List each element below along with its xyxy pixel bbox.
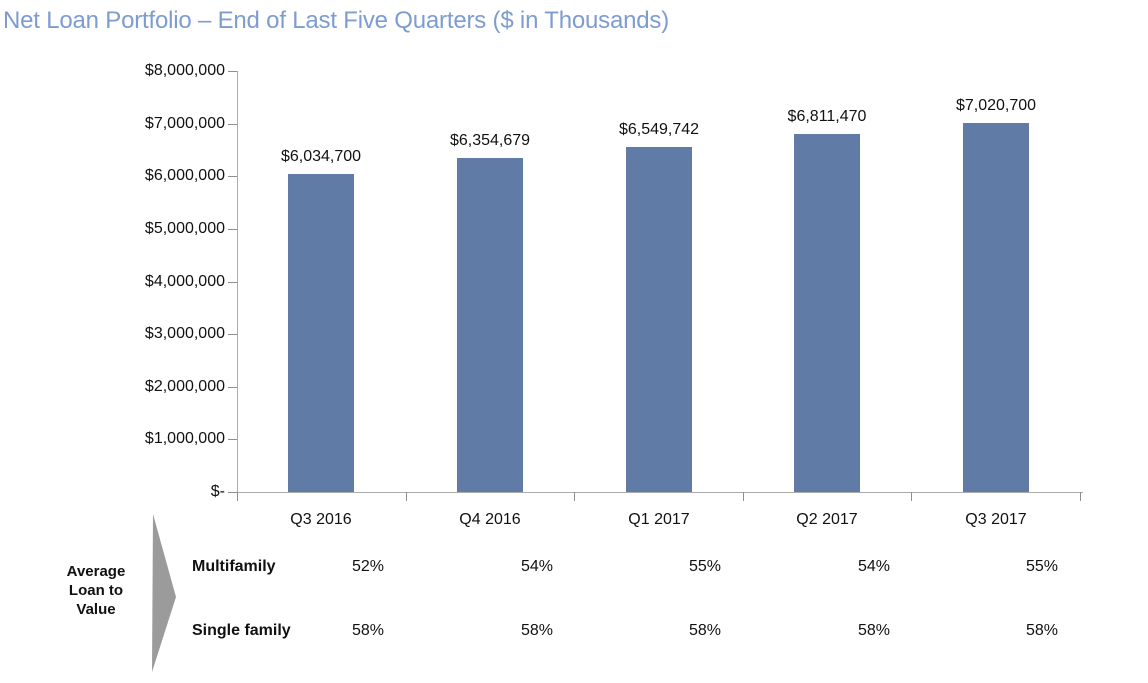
x-axis-label: Q3 2016 <box>290 511 352 528</box>
x-axis-tick <box>574 492 576 501</box>
y-axis-tick <box>228 492 237 493</box>
bar-value-label: $7,020,700 <box>955 97 1037 114</box>
bar-value-label: $6,034,700 <box>280 148 362 165</box>
bar <box>626 147 692 492</box>
ltv-arrow-label-line1: Average <box>66 563 126 580</box>
chart-title: Net Loan Portfolio – End of Last Five Qu… <box>3 7 669 34</box>
bar <box>457 158 523 492</box>
y-axis-label: $2,000,000 <box>144 377 225 395</box>
ltv-arrow-label: Average Loan to Value <box>34 562 158 619</box>
x-axis-label: Q1 2017 <box>628 511 690 528</box>
ltv-row-label-single-family: Single family <box>192 622 291 639</box>
x-axis-tick <box>911 492 913 501</box>
bar <box>963 123 1029 492</box>
y-axis-label: $4,000,000 <box>144 272 225 290</box>
y-axis-tick <box>228 386 237 388</box>
y-axis-tick <box>228 334 237 336</box>
y-axis-label: $8,000,000 <box>144 62 225 79</box>
x-axis-label: Q4 2016 <box>459 511 521 528</box>
y-axis-label: $6,000,000 <box>144 167 225 185</box>
bar <box>794 134 860 492</box>
x-axis-label: Q3 2017 <box>965 511 1027 528</box>
right-arrow-icon <box>152 514 176 672</box>
x-axis-line <box>237 492 1083 493</box>
ltv-percent-cell: 58% <box>520 622 553 639</box>
y-axis-line <box>237 71 238 492</box>
x-axis-tick <box>237 492 238 501</box>
ltv-percent-cell: 58% <box>351 622 384 639</box>
y-axis-tick <box>228 176 237 178</box>
ltv-percent-cell: 55% <box>688 558 721 575</box>
x-axis-tick <box>405 492 407 501</box>
x-axis-tick <box>1080 492 1081 501</box>
ltv-percent-cell: 52% <box>351 558 384 575</box>
y-axis-label: $3,000,000 <box>144 325 225 343</box>
bar <box>288 174 354 492</box>
y-axis-tick <box>228 71 237 72</box>
ltv-row-label-multifamily: Multifamily <box>192 558 276 575</box>
ltv-percent-cell: 54% <box>520 558 553 575</box>
ltv-percent-cell: 58% <box>1025 622 1058 639</box>
ltv-arrow-label-line3: Value <box>76 601 116 618</box>
bar-value-label: $6,549,742 <box>618 121 700 138</box>
x-axis-tick <box>742 492 744 501</box>
y-axis-tick <box>228 439 237 441</box>
y-axis-label: $1,000,000 <box>144 430 225 448</box>
x-axis-label: Q2 2017 <box>796 511 858 528</box>
y-axis-label: $7,000,000 <box>144 114 225 132</box>
y-axis-tick <box>228 281 237 283</box>
ltv-percent-cell: 55% <box>1025 558 1058 575</box>
y-axis-label: $- <box>210 483 225 500</box>
ltv-percent-cell: 54% <box>857 558 890 575</box>
ltv-percent-cell: 58% <box>688 622 721 639</box>
y-axis-tick <box>228 123 237 125</box>
ltv-arrow-label-line2: Loan to <box>68 582 124 599</box>
y-axis-label: $5,000,000 <box>144 219 225 237</box>
ltv-percent-cell: 58% <box>857 622 890 639</box>
bar-value-label: $6,811,470 <box>787 108 867 125</box>
y-axis-tick <box>228 228 237 230</box>
bar-value-label: $6,354,679 <box>449 132 531 149</box>
